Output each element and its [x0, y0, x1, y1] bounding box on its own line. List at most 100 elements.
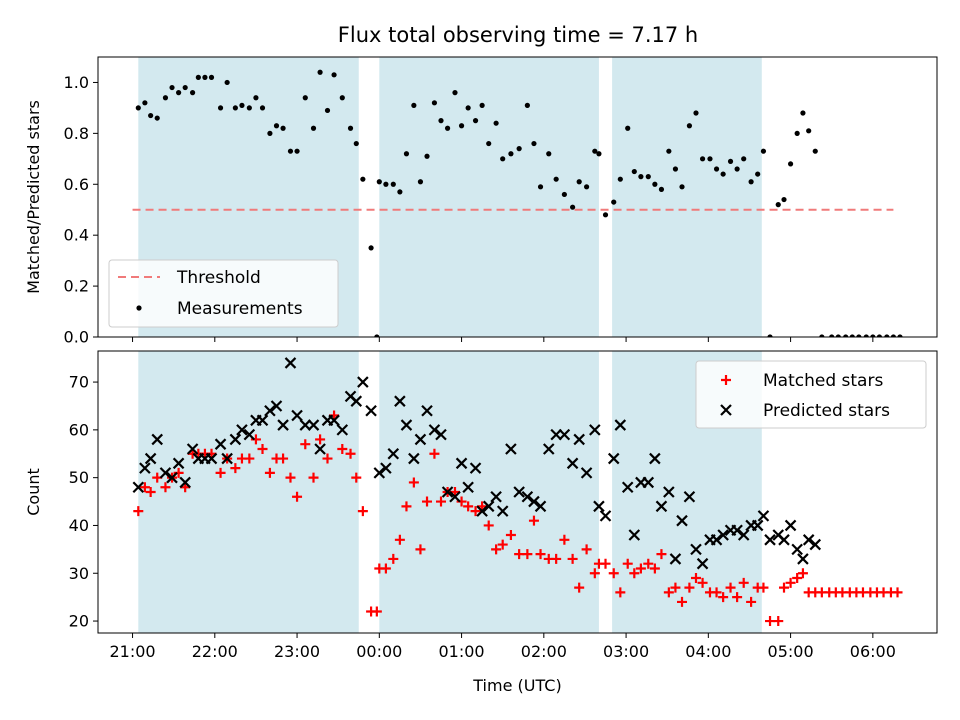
y-tick-label: 40 [69, 516, 89, 535]
measurement-point [546, 151, 552, 157]
predicted-star-point [528, 495, 540, 508]
legend-box [108, 259, 339, 328]
matched-star-point [264, 467, 275, 478]
measurement-point [479, 102, 485, 108]
predicted-star-point [328, 414, 340, 427]
predicted-star-point [307, 419, 320, 431]
predicted-star-point [696, 557, 709, 570]
predicted-star-point [550, 428, 562, 441]
predicted-star-point [221, 452, 233, 465]
matched-star-point [732, 592, 743, 603]
measurement-point [148, 112, 154, 119]
measurement-point [310, 125, 317, 131]
predicted-star-point [400, 419, 413, 431]
predicted-star-point [469, 462, 482, 474]
predicted-star-point [731, 524, 743, 537]
measurement-point [347, 125, 354, 131]
matched-star-point [797, 568, 808, 579]
measurement-point [403, 151, 410, 157]
matched-star-point [380, 563, 391, 574]
measurement-point [444, 125, 451, 131]
measurement-point [224, 79, 230, 86]
matched-star-point [357, 506, 368, 517]
y-tick-label: 70 [69, 373, 89, 392]
legend: Matched stars Predicted stars [695, 360, 927, 429]
measurement-point [741, 156, 747, 162]
measurement-point [531, 140, 537, 147]
y-tick-label: 50 [69, 468, 89, 487]
matched-star-point [505, 530, 516, 541]
measurement-point [672, 166, 679, 172]
matched-star-point [656, 549, 667, 560]
measurement-point [617, 176, 623, 182]
measurement-point [376, 179, 382, 185]
y-axis-label: Count [24, 468, 43, 516]
measurement-point [516, 146, 522, 152]
matched-star-point [738, 577, 749, 588]
measurement-point [317, 69, 323, 75]
measurement-point [638, 174, 644, 180]
measurement-point [583, 184, 590, 190]
predicted-star-point [628, 529, 641, 541]
matched-star-point [394, 534, 405, 545]
measurement-point [431, 100, 438, 106]
x-tick-label: 05:00 [768, 642, 814, 661]
predicted-star-point [179, 476, 191, 489]
predicted-star-point [534, 500, 547, 513]
predicted-star-point [580, 467, 593, 479]
measurement-point [592, 148, 598, 154]
measurement-point [232, 105, 238, 111]
matched-star-point [230, 463, 241, 474]
predicted-star-point [599, 510, 612, 522]
measurement-point [374, 334, 380, 337]
predicted-star-point [778, 534, 790, 546]
matched-star-point [600, 558, 611, 569]
measurement-point [849, 334, 855, 337]
predicted-star-point [737, 529, 750, 541]
measurement-point [812, 148, 818, 154]
measurement-point [686, 123, 693, 129]
predicted-star-point [421, 404, 433, 417]
predicted-star-point [151, 433, 164, 446]
y-tick-label: 0.8 [64, 124, 89, 143]
measurement-point [553, 176, 559, 182]
x-tick-label: 02:00 [521, 642, 567, 661]
predicted-star-point [558, 428, 571, 441]
predicted-star-point [573, 433, 585, 446]
legend-matched-swatch [721, 375, 731, 385]
x-tick-label: 00:00 [356, 642, 402, 661]
predicted-star-point [482, 500, 495, 513]
legend-measurement-swatch [136, 305, 142, 311]
measurement-point [829, 334, 835, 337]
matched-star-point [589, 568, 600, 579]
measurement-point [652, 181, 658, 187]
matched-star-point [401, 501, 412, 512]
predicted-star-point [394, 395, 406, 407]
matched-star-point [315, 434, 326, 445]
matched-star-point [337, 443, 348, 454]
predicted-star-point [621, 481, 634, 493]
measurement-point [182, 84, 188, 91]
data-marks [132, 357, 903, 627]
matched-star-point [608, 568, 619, 579]
y-tick-label: 0.0 [64, 328, 89, 347]
measurement-point [884, 334, 890, 337]
predicted-star-point [205, 452, 218, 465]
predicted-star-point [683, 491, 696, 503]
measurement-point [806, 128, 812, 134]
predicted-star-point [521, 491, 534, 503]
predicted-star-point [314, 443, 326, 455]
predicted-star-point [336, 424, 349, 436]
measurement-point [856, 334, 862, 337]
matched-star-point [522, 549, 533, 560]
matched-star-point [470, 506, 481, 517]
predicted-star-point [589, 424, 601, 436]
measurement-point [259, 105, 266, 111]
predicted-star-point [797, 553, 809, 565]
legend: Threshold Measurements [108, 259, 339, 328]
matched-star-point [581, 544, 592, 555]
predicted-star-point [159, 467, 172, 479]
predicted-star-point [490, 491, 502, 503]
predicted-star-point [663, 486, 675, 498]
